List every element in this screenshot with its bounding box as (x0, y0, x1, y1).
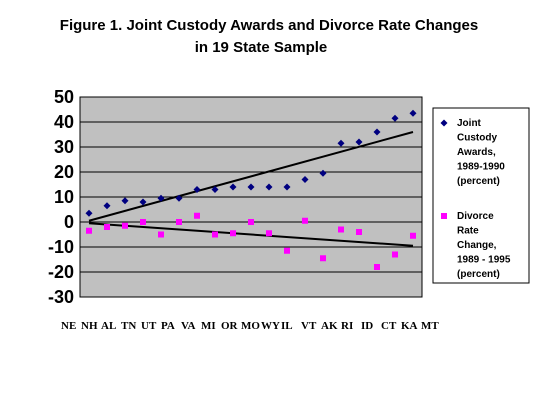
data-point-joint-custody (355, 138, 363, 146)
legend-marker-divorce-rate (441, 213, 447, 219)
data-point-joint-custody (85, 209, 93, 217)
data-point-joint-custody (229, 183, 237, 191)
trendlines (88, 131, 414, 247)
data-point-divorce-rate (212, 231, 218, 238)
data-point-divorce-rate (248, 219, 254, 225)
data-point-divorce-rate (284, 247, 290, 254)
x-axis: NE NH AL TN UT PA VA MI OR MO WY IL VT AK RI ID CT KA MT (61, 320, 439, 332)
data-point-divorce-rate (86, 227, 92, 234)
data-point-joint-custody (193, 186, 201, 193)
x-tick-label: OR (221, 320, 239, 332)
y-tick-label: -30 (48, 287, 74, 307)
data-point-joint-custody (319, 169, 327, 177)
y-tick-label: 40 (54, 112, 74, 132)
data-point-joint-custody (373, 128, 381, 136)
x-tick-label: TN (121, 320, 136, 332)
data-point-joint-custody (337, 139, 345, 147)
data-point-joint-custody (157, 194, 165, 202)
legend-label: Joint (457, 118, 482, 129)
x-tick-label: AL (101, 320, 116, 332)
data-point-divorce-rate (266, 230, 272, 237)
data-point-divorce-rate (122, 222, 128, 229)
x-tick-label: NE (61, 320, 76, 332)
legend-label: (percent) (457, 176, 500, 187)
data-point-joint-custody (121, 197, 129, 205)
legend-label: Change, (457, 240, 497, 251)
legend-label: Divorce (457, 211, 494, 222)
data-point-joint-custody (139, 198, 147, 206)
data-point-divorce-rate (140, 219, 146, 225)
y-tick-label: 50 (54, 87, 74, 107)
legend-label: (percent) (457, 269, 500, 280)
data-point-divorce-rate (374, 264, 380, 270)
x-tick-label: MO (241, 320, 260, 332)
data-point-divorce-rate (176, 219, 182, 225)
x-tick-label: IL (281, 320, 293, 332)
data-point-divorce-rate (104, 224, 110, 230)
data-point-joint-custody (301, 176, 309, 183)
data-point-joint-custody (211, 186, 219, 193)
x-tick-label: NH (81, 320, 98, 332)
data-point-joint-custody (409, 109, 417, 117)
data-point-joint-custody (265, 183, 273, 191)
x-tick-label: RI (341, 320, 353, 332)
data-point-divorce-rate (338, 226, 344, 233)
x-tick-label: AK (321, 320, 338, 332)
data-point-divorce-rate (302, 217, 308, 224)
trendline-series-2 (88, 222, 414, 247)
chart-title-line-1: Figure 1. Joint Custody Awards and Divor… (60, 17, 478, 34)
data-markers (85, 109, 417, 270)
x-tick-label: VA (181, 320, 196, 332)
x-tick-label: PA (161, 320, 175, 332)
legend-label: Rate (457, 226, 479, 237)
data-point-divorce-rate (320, 255, 326, 262)
data-point-joint-custody (247, 183, 255, 191)
data-point-joint-custody (103, 202, 111, 210)
y-tick-label: 0 (64, 212, 74, 232)
data-point-divorce-rate (230, 230, 236, 237)
x-tick-label: VT (301, 320, 317, 332)
data-point-divorce-rate (194, 212, 200, 219)
data-point-divorce-rate (392, 251, 398, 258)
x-tick-label: MT (421, 320, 439, 332)
y-tick-label: 20 (54, 162, 74, 182)
y-tick-label: -10 (48, 237, 74, 257)
x-tick-label: ID (361, 320, 373, 332)
y-tick-label: 10 (54, 187, 74, 207)
data-point-joint-custody (175, 194, 183, 202)
x-tick-label: KA (401, 320, 418, 332)
legend-label: 1989-1990 (457, 162, 505, 173)
data-point-joint-custody (391, 114, 399, 122)
legend-label: Awards, (457, 147, 496, 158)
data-point-joint-custody (283, 183, 291, 191)
legend: Joint Custody Awards, 1989-1990 (percent) Div… (440, 118, 511, 280)
x-tick-label: WY (261, 320, 280, 332)
data-point-divorce-rate (410, 232, 416, 239)
data-point-divorce-rate (356, 229, 362, 235)
legend-marker-joint-custody (440, 119, 448, 127)
chart-title-line-2: in 19 State Sample (195, 39, 328, 56)
legend-box (432, 107, 530, 284)
data-point-divorce-rate (158, 231, 164, 238)
x-tick-label: MI (201, 320, 216, 332)
y-axis: 50 40 30 20 10 0 -10 -20 -30 (48, 87, 74, 307)
legend-label: 1989 - 1995 (457, 255, 511, 266)
trendline-series-1 (88, 131, 414, 222)
legend-label: Custody (457, 133, 497, 144)
x-tick-label: UT (141, 320, 157, 332)
y-tick-label: -20 (48, 262, 74, 282)
y-tick-label: 30 (54, 137, 74, 157)
x-tick-label: CT (381, 320, 397, 332)
